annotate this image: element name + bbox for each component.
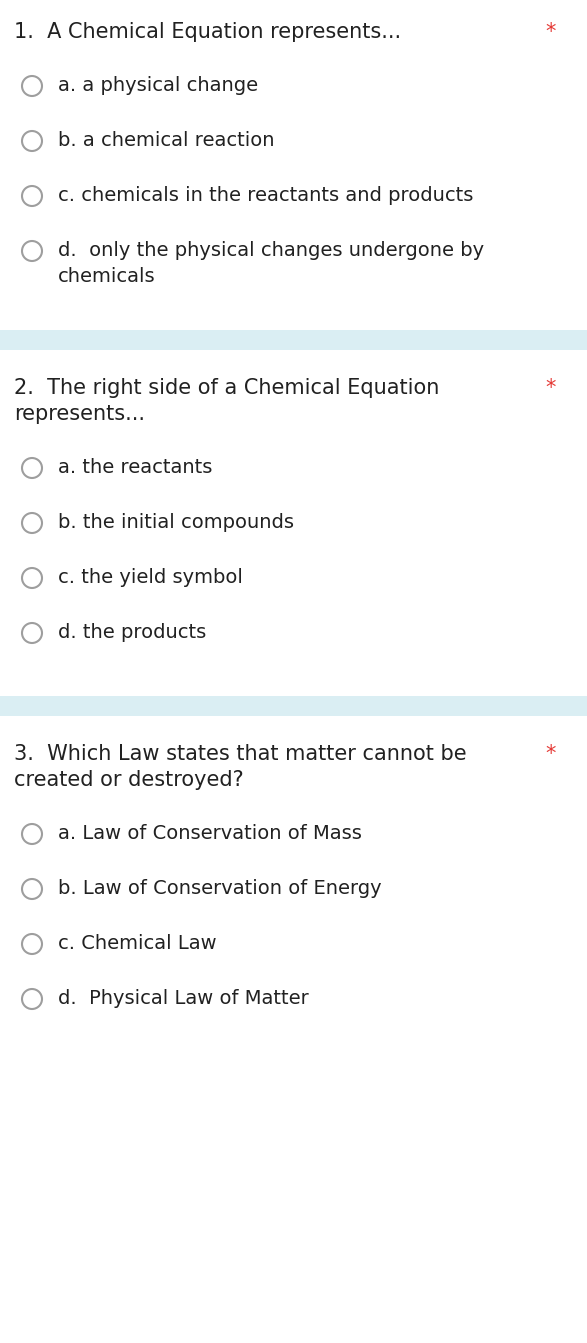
Text: c. chemicals in the reactants and products: c. chemicals in the reactants and produc… [58,185,473,205]
Text: c. Chemical Law: c. Chemical Law [58,933,217,954]
Text: a. Law of Conservation of Mass: a. Law of Conservation of Mass [58,825,362,843]
Ellipse shape [22,933,42,954]
Text: b. the initial compounds: b. the initial compounds [58,513,294,532]
Text: c. the yield symbol: c. the yield symbol [58,568,243,587]
Text: *: * [545,744,555,764]
Ellipse shape [22,988,42,1009]
Text: 3.  Which Law states that matter cannot be: 3. Which Law states that matter cannot b… [14,744,467,764]
Ellipse shape [22,132,42,150]
Ellipse shape [22,825,42,843]
Text: b. a chemical reaction: b. a chemical reaction [58,132,275,150]
Ellipse shape [22,880,42,898]
Text: 1.  A Chemical Equation represents...: 1. A Chemical Equation represents... [14,21,401,42]
Text: chemicals: chemicals [58,267,156,286]
Bar [0,696,587,716]
Text: *: * [545,21,555,42]
Ellipse shape [22,458,42,478]
Text: a. the reactants: a. the reactants [58,458,212,477]
Text: created or destroyed?: created or destroyed? [14,770,244,790]
Ellipse shape [22,513,42,533]
Bar [0,330,587,351]
Text: represents...: represents... [14,404,145,424]
Ellipse shape [22,568,42,588]
Text: *: * [545,377,555,398]
Text: d.  Physical Law of Matter: d. Physical Law of Matter [58,988,309,1009]
Ellipse shape [22,240,42,261]
Text: d.  only the physical changes undergone by: d. only the physical changes undergone b… [58,240,484,261]
Text: d. the products: d. the products [58,623,206,642]
Ellipse shape [22,623,42,643]
Text: 2.  The right side of a Chemical Equation: 2. The right side of a Chemical Equation [14,377,440,398]
Text: b. Law of Conservation of Energy: b. Law of Conservation of Energy [58,880,382,898]
Text: a. a physical change: a. a physical change [58,77,258,95]
Ellipse shape [22,77,42,95]
Ellipse shape [22,185,42,205]
